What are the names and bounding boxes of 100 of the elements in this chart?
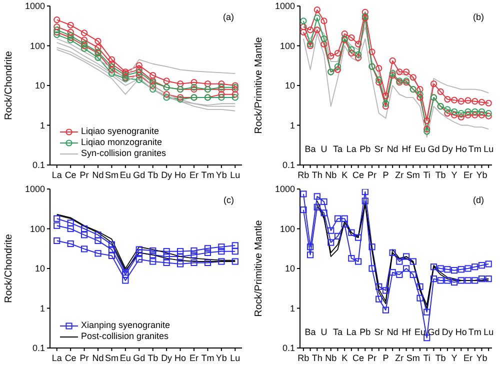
x-tick-label: Tb: [435, 353, 446, 363]
x-tick-label: Tb: [148, 353, 158, 363]
x-tick-label: Pb: [360, 144, 371, 154]
y-tick-label: 10: [34, 264, 45, 274]
x-tick-label: U: [320, 144, 328, 154]
x-tick-label: Pr: [368, 353, 377, 363]
legend-label: Post-collision granites: [81, 331, 169, 342]
x-tick-label: Rb: [298, 170, 310, 180]
x-tick-label: Sr: [374, 327, 384, 337]
legend-label: Liqiao syenogranite: [81, 126, 160, 137]
x-tick-label: Pr: [80, 170, 89, 180]
y-axis-title: Rock/Primitive Mantle: [254, 220, 265, 317]
x-tick-label: Dy: [442, 144, 454, 154]
x-tick-label: Ta: [332, 327, 342, 337]
x-tick-label: Ta: [332, 144, 342, 154]
x-tick-label: Lu: [230, 170, 240, 180]
x-tick-label: Er: [464, 170, 473, 180]
x-tick-label: La: [346, 327, 356, 337]
x-tick-label: Ti: [423, 170, 430, 180]
x-tick-label: P: [382, 353, 389, 363]
x-tick-label: Nd: [92, 353, 104, 363]
y-tick-label: 0.1: [282, 343, 295, 354]
x-tick-label: Ce: [352, 353, 364, 363]
x-tick-label: Rb: [298, 353, 310, 363]
y-tick-label: 10: [34, 80, 45, 91]
x-tick-label: Ce: [352, 170, 364, 180]
x-tick-label: Ti: [423, 353, 430, 363]
x-tick-label: Er: [190, 170, 199, 180]
x-tick-label: Lu: [484, 144, 494, 154]
x-tick-label: Nd: [386, 327, 398, 337]
y-tick-label: 100: [280, 224, 295, 234]
x-tick-label: Yb: [216, 353, 227, 363]
y-axis-title: Rock/Chondrite: [4, 234, 15, 303]
x-tick-label: La: [346, 144, 356, 154]
y-tick-label: 100: [30, 40, 45, 51]
x-tick-label: Ce: [64, 353, 76, 363]
x-tick-label: Th: [312, 170, 322, 180]
x-tick-label: Yb: [476, 353, 488, 363]
x-tick-label: Ho: [174, 353, 186, 363]
x-tick-label: Dy: [161, 170, 173, 180]
x-tick-label: Yb: [476, 170, 488, 180]
x-tick-label: Sm: [406, 170, 420, 180]
annotation: (a): [223, 12, 234, 22]
annotation: (b): [473, 12, 484, 22]
y-tick-label: 1000: [274, 184, 295, 194]
annotation: (d): [473, 195, 484, 205]
x-tick-label: Ho: [174, 170, 186, 180]
x-tick-label: Lu: [230, 353, 240, 363]
x-tick-label: Y: [451, 353, 458, 363]
x-tick-label: P: [382, 170, 389, 180]
y-tick-label: 0.1: [32, 343, 45, 354]
y-axis-title: Rock/Chondrite: [4, 50, 15, 120]
x-tick-label: Zr: [395, 170, 404, 180]
x-tick-label: Th: [312, 353, 322, 363]
x-tick-label: Lu: [484, 327, 494, 337]
x-tick-label: U: [320, 327, 328, 337]
x-tick-label: Tm: [468, 327, 482, 337]
x-tick-label: Sm: [104, 353, 118, 363]
x-tick-label: Ba: [304, 144, 316, 154]
x-tick-label: Tb: [148, 170, 158, 180]
annotation: (c): [224, 195, 234, 205]
x-tick-label: Zr: [395, 353, 404, 363]
x-tick-label: K: [342, 353, 348, 363]
x-tick-label: Hf: [402, 327, 412, 337]
y-tick-label: 1: [290, 120, 295, 130]
y-tick-label: 0.1: [282, 160, 295, 170]
x-tick-label: Eu: [414, 144, 426, 154]
x-tick-label: Ce: [64, 170, 76, 180]
x-tick-label: Sm: [406, 353, 420, 363]
x-tick-label: Nd: [386, 144, 398, 154]
x-tick-label: Y: [451, 170, 458, 180]
x-tick-label: K: [342, 170, 348, 180]
x-tick-label: La: [52, 353, 62, 363]
x-tick-label: Gd: [428, 144, 440, 154]
x-tick-label: Hf: [402, 144, 412, 154]
x-tick-label: Tm: [468, 144, 482, 154]
x-tick-label: Tm: [201, 170, 214, 180]
y-tick-label: 1: [40, 303, 45, 314]
x-tick-label: Tm: [201, 353, 214, 363]
y-tick-label: 10: [284, 264, 295, 274]
y-tick-label: 10: [284, 80, 295, 91]
y-tick-label: 0.1: [32, 160, 45, 170]
x-tick-label: Er: [190, 353, 199, 363]
x-tick-label: Nb: [325, 170, 337, 180]
x-tick-label: Pr: [80, 353, 89, 363]
x-tick-label: Pb: [360, 327, 371, 337]
x-tick-label: Sr: [374, 144, 384, 154]
y-tick-label: 100: [30, 224, 45, 234]
x-tick-label: Dy: [161, 353, 173, 363]
x-tick-label: La: [52, 170, 62, 180]
x-tick-label: Eu: [120, 353, 131, 363]
y-axis-title: Rock/Primitive Mantle: [254, 36, 265, 134]
x-tick-label: Ho: [455, 144, 467, 154]
y-tick-label: 1: [290, 303, 295, 314]
x-tick-label: Tb: [435, 170, 446, 180]
x-tick-label: Dy: [442, 327, 454, 337]
x-tick-label: Er: [464, 353, 473, 363]
x-tick-label: Eu: [120, 170, 131, 180]
x-tick-label: Sm: [104, 170, 118, 180]
legend-label: Syn-collision granites: [81, 148, 166, 159]
